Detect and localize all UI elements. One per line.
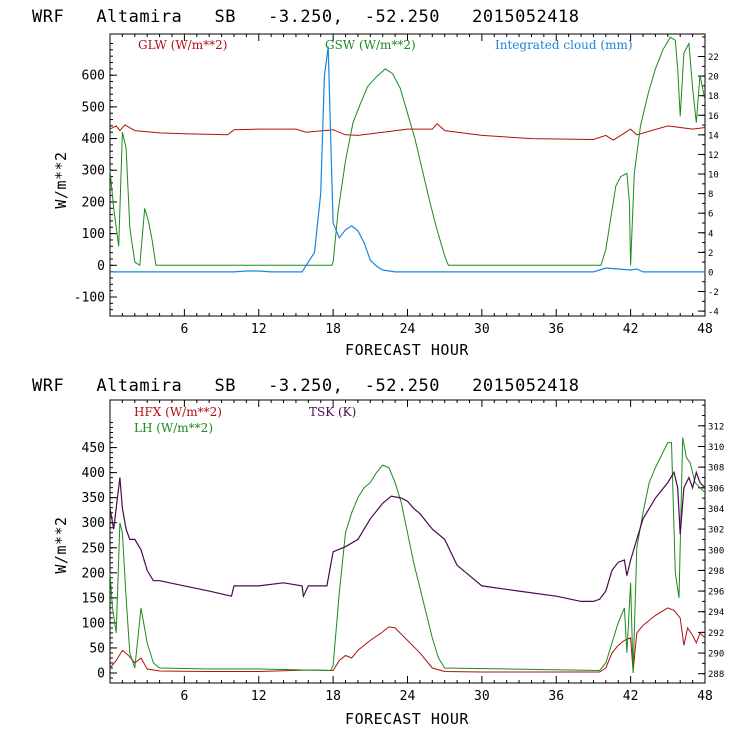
y-tick-label: 100: [82, 227, 105, 242]
x-axis-label: FORECAST HOUR: [345, 341, 469, 359]
right-axis-ticks: 288 290 292 294 296 298 300 302 304 306 308 310 312: [698, 404, 724, 680]
y-axis-label: W/m**2: [52, 516, 70, 573]
plot-frame: [109, 399, 706, 684]
y2-tick-label: 312: [708, 422, 724, 432]
y2-tick-label: 10: [708, 171, 719, 181]
y-tick-label: 200: [82, 566, 105, 581]
y2-tick-label: 300: [708, 546, 724, 556]
y-tick-label: 200: [82, 195, 105, 210]
y2-tick-label: 18: [708, 92, 719, 102]
right-axis-ticks: -4 -2 0 2 4 6 8 10 12 14 16 18 20 22: [698, 36, 719, 318]
legend-glw: GLW (W/m**2): [138, 38, 227, 52]
x-tick-label: 18: [325, 322, 341, 337]
y2-tick-label: 4: [708, 229, 713, 239]
x-tick-label: 6: [180, 689, 188, 704]
panel-radiation: WRF Altamira SB -3.250, -52.250 20150524…: [32, 7, 719, 359]
x-tick-label: 36: [548, 322, 564, 337]
y2-tick-label: 308: [708, 464, 724, 474]
series-glw-line: [109, 122, 706, 141]
legend-cloud: Integrated cloud (mm): [495, 38, 633, 52]
y-tick-label: 400: [82, 132, 105, 147]
y-tick-label: 0: [97, 666, 105, 681]
x-axis-ticks: 6 12 18 24 30 36 42 48: [121, 34, 713, 337]
y2-tick-label: -4: [708, 308, 719, 318]
y-tick-label: 450: [82, 441, 105, 456]
y2-tick-label: 306: [708, 484, 724, 494]
y2-tick-label: 304: [708, 505, 724, 515]
y-tick-label: 50: [89, 641, 105, 656]
y2-tick-label: 20: [708, 73, 719, 83]
y2-tick-label: 302: [708, 526, 724, 536]
y-axis-label: W/m**2: [52, 151, 70, 208]
y-tick-label: 300: [82, 164, 105, 179]
x-tick-label: 48: [697, 689, 713, 704]
y2-tick-label: 22: [708, 53, 719, 63]
y2-tick-label: 0: [708, 268, 713, 278]
chart-title: WRF Altamira SB -3.250, -52.250 20150524…: [32, 7, 579, 27]
y-tick-label: 400: [82, 466, 105, 481]
y2-tick-label: 294: [708, 608, 724, 618]
y2-tick-label: 12: [708, 151, 719, 161]
x-axis-ticks: 6 12 18 24 30 36 42 48: [121, 400, 713, 704]
legend-tsk: TSK (K): [309, 405, 356, 419]
y-tick-label: 100: [82, 616, 105, 631]
series-hfx-line: [109, 607, 706, 673]
panel-surface-fluxes: WRF Altamira SB -3.250, -52.250 20150524…: [32, 376, 724, 728]
y-tick-label: 150: [82, 591, 105, 606]
series-tsk-line: [109, 470, 706, 603]
y-tick-label: 300: [82, 516, 105, 531]
x-tick-label: 12: [251, 322, 267, 337]
legend-gsw: GSW (W/m**2): [325, 38, 416, 52]
x-tick-label: 42: [623, 689, 639, 704]
chart-title: WRF Altamira SB -3.250, -52.250 20150524…: [32, 376, 579, 396]
y2-tick-label: 296: [708, 588, 724, 598]
y2-tick-label: 292: [708, 629, 724, 639]
y-tick-label: 500: [82, 100, 105, 115]
x-tick-label: 36: [548, 689, 564, 704]
y-tick-label: 600: [82, 69, 105, 84]
legend-lh: LH (W/m**2): [134, 421, 213, 435]
y-tick-label: 0: [97, 259, 105, 274]
y2-tick-label: 14: [708, 131, 719, 141]
x-axis-label: FORECAST HOUR: [345, 710, 469, 728]
y2-tick-label: 2: [708, 249, 713, 259]
series-gsw-line: [109, 36, 706, 267]
x-tick-label: 30: [474, 322, 490, 337]
y-tick-label: -100: [74, 290, 105, 305]
y2-tick-label: 16: [708, 112, 719, 122]
y2-tick-label: 288: [708, 670, 724, 680]
plot-frame: [109, 33, 706, 317]
x-tick-label: 48: [697, 322, 713, 337]
left-axis-ticks: -100 0 100 200 300 400 500 600: [74, 43, 117, 317]
left-axis-ticks: 0 50 100 150 200 250 300 350 400 450: [82, 422, 117, 684]
legend-hfx: HFX (W/m**2): [134, 405, 222, 419]
y2-tick-label: 6: [708, 210, 713, 220]
y2-tick-label: 290: [708, 650, 724, 660]
y2-tick-label: 298: [708, 567, 724, 577]
series-cloud-line: [110, 46, 705, 273]
x-tick-label: 12: [251, 689, 267, 704]
y-tick-label: 350: [82, 491, 105, 506]
x-tick-label: 24: [400, 322, 416, 337]
y-tick-label: 250: [82, 541, 105, 556]
y2-tick-label: 8: [708, 190, 713, 200]
y2-tick-label: -2: [708, 288, 719, 298]
y2-tick-label: 310: [708, 443, 724, 453]
x-tick-label: 42: [623, 322, 639, 337]
x-tick-label: 18: [325, 689, 341, 704]
x-tick-label: 24: [400, 689, 416, 704]
x-tick-label: 6: [180, 322, 188, 337]
series-lh-line: [109, 437, 706, 674]
x-tick-label: 30: [474, 689, 490, 704]
